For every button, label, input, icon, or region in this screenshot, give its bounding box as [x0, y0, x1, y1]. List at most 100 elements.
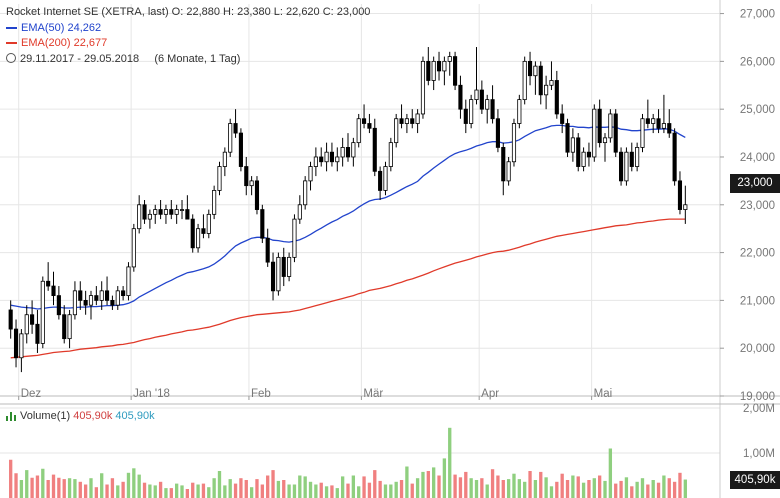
candle[interactable]	[281, 247, 286, 287]
candle[interactable]	[142, 200, 147, 224]
candle[interactable]	[190, 214, 195, 253]
candle[interactable]	[324, 142, 329, 172]
candle[interactable]	[329, 142, 334, 167]
candle[interactable]	[517, 94, 522, 129]
candle[interactable]	[8, 300, 13, 339]
candle[interactable]	[174, 204, 179, 224]
candle[interactable]	[581, 147, 586, 172]
candle[interactable]	[533, 61, 538, 95]
candle[interactable]	[436, 51, 442, 81]
candle[interactable]	[410, 109, 415, 129]
candle[interactable]	[179, 200, 185, 220]
candle[interactable]	[206, 209, 211, 239]
candle[interactable]	[362, 104, 367, 129]
candle[interactable]	[645, 99, 650, 129]
candle[interactable]	[62, 305, 67, 344]
candle[interactable]	[292, 214, 297, 263]
candle[interactable]	[490, 85, 495, 124]
candle[interactable]	[228, 118, 233, 157]
candle[interactable]	[640, 113, 645, 153]
candle[interactable]	[319, 147, 324, 167]
candle[interactable]	[474, 47, 479, 105]
candle[interactable]	[485, 94, 490, 124]
candle[interactable]	[570, 128, 575, 162]
candle[interactable]	[586, 142, 592, 167]
candle[interactable]	[651, 113, 656, 134]
candle[interactable]	[447, 51, 452, 76]
candle[interactable]	[137, 195, 142, 234]
candle[interactable]	[388, 137, 393, 172]
candle[interactable]	[624, 147, 629, 186]
candle[interactable]	[683, 185, 688, 224]
candle[interactable]	[287, 252, 292, 282]
candle[interactable]	[158, 200, 163, 220]
candle[interactable]	[592, 104, 597, 162]
candle[interactable]	[276, 252, 281, 296]
candle[interactable]	[233, 109, 238, 138]
candle[interactable]	[313, 147, 318, 177]
candle[interactable]	[458, 75, 463, 119]
candle[interactable]	[431, 56, 436, 91]
candle[interactable]	[270, 252, 276, 301]
candle[interactable]	[303, 176, 308, 210]
candle[interactable]	[147, 209, 152, 229]
candle[interactable]	[511, 118, 517, 167]
candle[interactable]	[608, 109, 613, 143]
candle[interactable]	[163, 204, 169, 224]
candle[interactable]	[399, 104, 404, 129]
candle[interactable]	[104, 276, 110, 306]
candle[interactable]	[463, 99, 468, 134]
candle[interactable]	[260, 204, 265, 244]
candle[interactable]	[367, 113, 372, 134]
candle[interactable]	[126, 262, 131, 301]
candle[interactable]	[56, 286, 61, 320]
candle[interactable]	[383, 161, 388, 196]
candle[interactable]	[549, 61, 554, 91]
candle[interactable]	[335, 147, 340, 172]
candle[interactable]	[656, 109, 661, 134]
candle[interactable]	[495, 109, 500, 153]
candle[interactable]	[244, 156, 249, 196]
candle[interactable]	[153, 204, 158, 224]
candle[interactable]	[415, 109, 420, 134]
candle[interactable]	[13, 319, 19, 368]
candle[interactable]	[677, 171, 683, 215]
candle[interactable]	[554, 70, 559, 119]
candle[interactable]	[30, 300, 35, 334]
candle[interactable]	[78, 281, 83, 310]
candle[interactable]	[115, 286, 120, 310]
candle[interactable]	[297, 195, 302, 224]
candle[interactable]	[35, 309, 40, 353]
candle[interactable]	[46, 262, 51, 291]
candle[interactable]	[635, 142, 640, 172]
candle[interactable]	[185, 195, 190, 220]
candle[interactable]	[597, 99, 602, 148]
candle[interactable]	[222, 147, 227, 177]
candle[interactable]	[576, 133, 581, 172]
candle[interactable]	[99, 281, 104, 310]
candle[interactable]	[265, 228, 270, 267]
candle[interactable]	[661, 94, 666, 134]
candle[interactable]	[249, 176, 254, 196]
candle[interactable]	[613, 109, 618, 157]
candle[interactable]	[72, 281, 77, 320]
candle[interactable]	[560, 104, 565, 134]
candle[interactable]	[394, 113, 399, 148]
candle[interactable]	[442, 56, 447, 86]
candle[interactable]	[506, 156, 511, 186]
candle[interactable]	[426, 47, 431, 86]
candle[interactable]	[212, 185, 217, 220]
candle[interactable]	[340, 137, 345, 167]
candle[interactable]	[619, 147, 624, 186]
candle[interactable]	[67, 309, 72, 349]
candle[interactable]	[196, 223, 201, 253]
candle[interactable]	[254, 176, 260, 215]
candle[interactable]	[217, 161, 222, 196]
candle[interactable]	[629, 142, 634, 172]
candle[interactable]	[88, 290, 94, 320]
candle[interactable]	[602, 133, 608, 162]
candle[interactable]	[453, 51, 458, 91]
candle[interactable]	[345, 133, 351, 162]
candle[interactable]	[538, 61, 543, 105]
